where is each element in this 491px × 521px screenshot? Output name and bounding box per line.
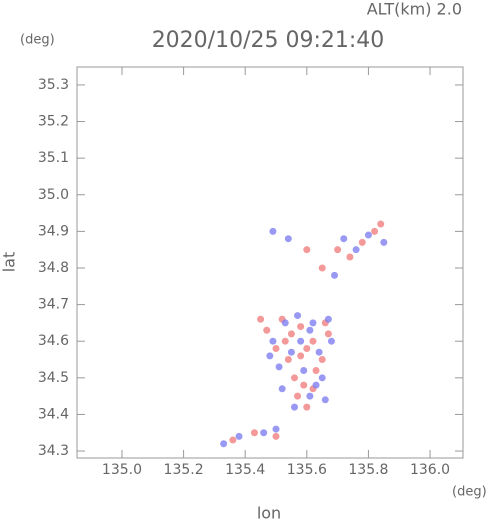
data-point <box>300 367 308 375</box>
chart-title: 2020/10/25 09:21:40 <box>152 28 385 53</box>
y-unit: (deg) <box>20 33 55 48</box>
data-point <box>269 227 277 235</box>
data-point <box>272 425 280 433</box>
data-point <box>309 337 317 345</box>
y-axis-label: lat <box>0 252 19 273</box>
data-point <box>324 315 332 323</box>
data-point <box>297 323 305 331</box>
data-point <box>318 356 326 364</box>
data-point <box>371 227 379 235</box>
data-point <box>300 381 308 389</box>
data-point <box>312 381 320 389</box>
data-point <box>294 312 302 320</box>
data-point <box>220 440 228 448</box>
data-point <box>278 385 286 393</box>
y-tick-label: 34.7 <box>38 297 69 313</box>
data-point <box>284 356 292 364</box>
data-point <box>284 235 292 243</box>
data-point <box>340 235 348 243</box>
data-point <box>380 238 388 246</box>
data-point <box>287 330 295 338</box>
data-point <box>306 392 314 400</box>
data-point <box>263 326 271 334</box>
data-point <box>334 246 342 254</box>
y-tick-label: 34.5 <box>38 370 69 386</box>
data-point <box>257 315 265 323</box>
data-point <box>327 337 335 345</box>
data-point <box>364 231 372 239</box>
data-point <box>272 345 280 353</box>
y-tick-label: 34.9 <box>38 223 69 239</box>
data-point <box>294 392 302 400</box>
x-unit: (deg) <box>452 485 487 500</box>
y-tick-label: 35.2 <box>38 114 69 130</box>
data-point <box>266 352 274 360</box>
data-point <box>312 367 320 375</box>
data-point <box>275 363 283 371</box>
x-tick-label: 136.0 <box>410 462 450 478</box>
y-tick-label: 34.6 <box>38 333 69 349</box>
x-tick-label: 135.8 <box>348 462 388 478</box>
data-point <box>235 432 243 440</box>
data-point <box>315 348 323 356</box>
data-point <box>331 271 339 279</box>
data-point <box>303 345 311 353</box>
x-axis-label: lon <box>257 504 281 521</box>
data-point <box>297 352 305 360</box>
data-point <box>318 374 326 382</box>
data-point <box>324 330 332 338</box>
data-point <box>303 403 311 411</box>
y-tick-label: 34.4 <box>38 406 69 422</box>
data-point <box>250 429 258 437</box>
data-point <box>358 238 366 246</box>
data-point <box>281 319 289 327</box>
data-point <box>269 337 277 345</box>
data-point <box>287 348 295 356</box>
data-point <box>346 253 354 261</box>
y-tick-label: 34.8 <box>38 260 69 276</box>
data-point <box>303 246 311 254</box>
data-point <box>260 429 268 437</box>
data-point <box>297 337 305 345</box>
y-tick-label: 34.3 <box>38 443 69 459</box>
data-point <box>352 246 360 254</box>
chart-subtitle: ALT(km) 2.0 <box>367 0 462 19</box>
y-tick-label: 35.0 <box>38 187 69 203</box>
data-point <box>377 220 385 228</box>
data-point <box>309 319 317 327</box>
data-point <box>306 326 314 334</box>
y-tick-label: 35.3 <box>38 77 69 93</box>
data-point <box>318 264 326 272</box>
data-point <box>290 374 298 382</box>
x-tick-label: 135.2 <box>164 462 204 478</box>
x-tick-label: 135.6 <box>287 462 327 478</box>
x-tick-label: 135.0 <box>102 462 142 478</box>
data-point <box>290 403 298 411</box>
data-point <box>321 396 329 404</box>
x-tick-label: 135.4 <box>225 462 265 478</box>
plot-frame <box>76 66 464 459</box>
y-tick-label: 35.1 <box>38 150 69 166</box>
data-point <box>281 337 289 345</box>
data-point <box>272 432 280 440</box>
data-point <box>229 436 237 444</box>
